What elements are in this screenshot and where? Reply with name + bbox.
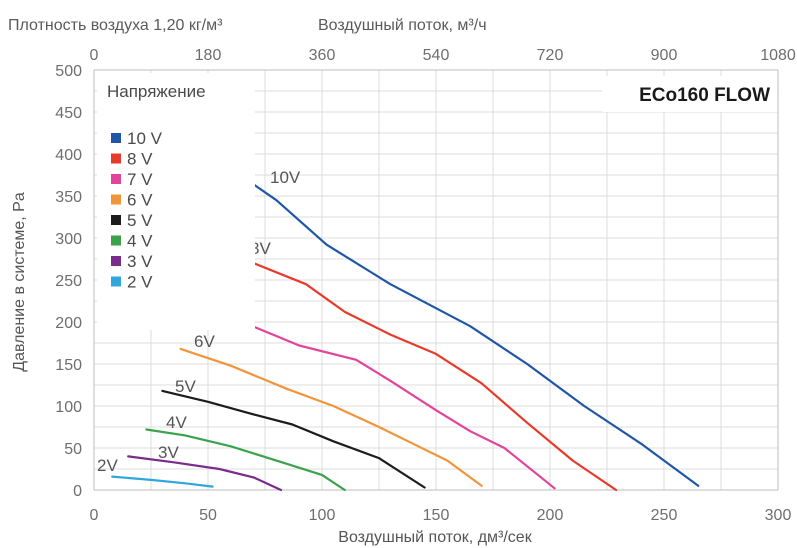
x-tick-label: 150	[423, 507, 450, 524]
legend-entry-8V: 8 V	[127, 150, 153, 169]
series-line-4V	[145, 428, 346, 492]
air-density-label: Плотность воздуха 1,20 кг/м³	[8, 17, 223, 34]
x-tick-label: 250	[651, 507, 678, 524]
top-axis-tick-label: 0	[90, 47, 99, 64]
x-tick-label: 0	[90, 507, 99, 524]
x-tick-label: 50	[199, 507, 217, 524]
y-axis-title: Давление в системе, Pa	[11, 192, 28, 372]
legend-swatch-10V	[111, 133, 121, 143]
series-line-3V	[127, 455, 283, 492]
curve-label-8V: 8V	[250, 239, 271, 258]
legend-swatch-8V	[111, 153, 121, 164]
curve-label-5V: 5V	[175, 377, 196, 396]
legend-swatch-5V	[111, 215, 121, 225]
curve-label-3V: 3V	[158, 443, 179, 462]
legend-entry-7V: 7 V	[127, 170, 153, 189]
x-tick-label: 100	[309, 507, 336, 524]
plot-border	[93, 69, 779, 491]
series-line-2V	[111, 475, 214, 488]
legend-entry-10V: 10 V	[127, 129, 163, 148]
top-axis-tick-label: 180	[195, 47, 222, 64]
legend-entry-6V: 6 V	[127, 191, 153, 210]
model-label-box	[602, 76, 777, 112]
legend-entry-5V: 5 V	[127, 211, 153, 230]
series-line-8V	[206, 236, 618, 492]
y-tick-labels: 0 50 100 150 200 250 300 350 400 450 500	[55, 63, 82, 500]
series-lines	[111, 161, 700, 492]
y-tick-label: 350	[55, 189, 82, 206]
curve-label-2V: 2V	[97, 456, 118, 475]
top-axis-tick-label: 1080	[760, 47, 796, 64]
legend: Напряжение 10 V 8 V7 V 6 V5 V 4 V3 V 2 V	[97, 73, 255, 330]
y-tick-label: 50	[64, 441, 82, 458]
y-tick-label: 100	[55, 399, 82, 416]
y-tick-label: 200	[55, 315, 82, 332]
curve-label-6V: 6V	[194, 332, 215, 351]
y-tick-label: 150	[55, 357, 82, 374]
legend-entry-2V: 2 V	[127, 273, 153, 292]
y-tick-label: 0	[73, 483, 82, 500]
x-tick-label: 300	[765, 507, 792, 524]
legend-background	[97, 73, 255, 330]
y-tick-label: 500	[55, 63, 82, 80]
top-axis-tick-label: 900	[651, 47, 678, 64]
model-label: ECo160 FLOW	[639, 85, 770, 106]
top-axis-tick-label: 720	[537, 47, 564, 64]
series-line-5V	[161, 389, 426, 489]
plot-frame	[93, 69, 779, 491]
legend-title: Напряжение	[107, 82, 206, 101]
top-axis-title: Воздушный поток, м³/ч	[318, 17, 487, 34]
legend-entry-4V: 4 V	[127, 232, 153, 251]
top-axis-tick-label: 540	[423, 47, 450, 64]
y-tick-label: 450	[55, 105, 82, 122]
top-axis-tick-labels: 0 180 360 540 720 900 1080	[90, 47, 796, 64]
y-tick-label: 250	[55, 273, 82, 290]
legend-swatch-7V	[111, 174, 121, 184]
curve-label-4V: 4V	[166, 413, 187, 432]
series-line-6V	[179, 347, 483, 487]
legend-entry-3V: 3 V	[127, 252, 153, 271]
y-tick-label: 400	[55, 147, 82, 164]
top-axis-tick-label: 360	[309, 47, 336, 64]
series-line-7V	[195, 291, 556, 490]
y-tick-label: 300	[55, 231, 82, 248]
legend-swatch-4V	[111, 235, 121, 246]
series-line-10V	[220, 161, 700, 487]
x-tick-label: 200	[537, 507, 564, 524]
legend-swatch-2V	[111, 276, 121, 287]
legend-swatch-3V	[111, 256, 121, 266]
legend-swatch-6V	[111, 194, 121, 205]
curve-label-10V: 10V	[270, 168, 301, 187]
x-tick-labels: 0 50 100 150 200 250 300	[90, 507, 792, 524]
x-axis-title: Воздушный поток, дм³/сек	[338, 529, 532, 546]
